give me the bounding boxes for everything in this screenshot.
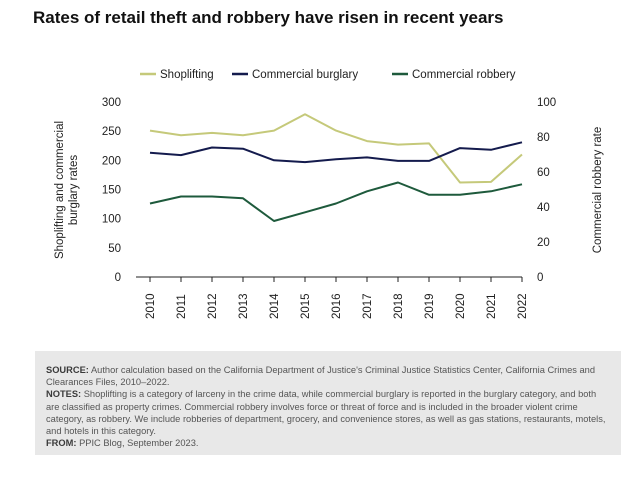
axis-labels: Shoplifting and commercial burglary rates… [54,121,604,259]
shoplifting-line [149,113,523,184]
x-tick-label: 2016 [331,293,343,319]
x-tick-label: 2019 [424,293,436,319]
legend-label: Commercial burglary [252,69,358,81]
left-tick-label: 100 [102,214,121,226]
right-tick-label: 100 [537,97,556,109]
right-tick-label: 60 [537,167,550,179]
right-axis: 0 20 40 60 80 100 [537,97,556,284]
left-tick-label: 50 [108,243,121,255]
x-tick-label: 2020 [455,293,467,319]
x-tick-label: 2013 [238,293,250,319]
left-axis-title-line1: Shoplifting and commercial [54,121,66,259]
notes-text: NOTES: Shoplifting is a category of larc… [46,389,606,437]
notes-box: SOURCE: Author calculation based on the … [35,351,621,455]
legend: Shoplifting Commercial burglary Commercial… [140,69,516,81]
left-tick-label: 250 [102,126,121,138]
commercial-burglary-line [149,141,523,164]
left-tick-label: 150 [102,185,121,197]
left-axis-title-line2: burglary rates [68,155,80,226]
x-tick-label: 2018 [393,293,405,319]
x-tick-label: 2010 [145,293,157,319]
x-tick-label: 2015 [300,293,312,319]
commercial-robbery-line [149,181,523,222]
right-tick-label: 20 [537,237,550,249]
x-tick-label: 2011 [176,294,188,319]
right-axis-title: Commercial robbery rate [592,127,604,254]
from-note: FROM: PPIC Blog, September 2023. [46,438,199,449]
x-tick-label: 2022 [517,293,529,319]
right-tick-label: 80 [537,132,550,144]
left-tick-label: 0 [115,272,121,284]
chart-title: Rates of retail theft and robbery have r… [33,8,504,27]
source-note: SOURCE: Author calculation based on the … [46,365,595,388]
series-lines [149,113,523,222]
x-tick-label: 2017 [362,293,374,319]
right-tick-label: 40 [537,202,550,214]
x-axis: 2010 2011 2012 2013 2014 2015 2016 2017 2018 2019… [145,277,529,319]
line-chart: Shoplifting Commercial burglary Commercial… [54,69,604,319]
x-tick-label: 2021 [486,293,498,319]
left-tick-label: 200 [102,155,121,167]
x-tick-label: 2014 [269,293,281,319]
x-tick-label: 2012 [207,293,219,319]
legend-label: Shoplifting [160,69,214,81]
left-tick-label: 300 [102,97,121,109]
legend-label: Commercial robbery [412,69,516,81]
right-tick-label: 0 [537,272,543,284]
left-axis: 0 50 100 150 200 250 300 [102,97,121,284]
